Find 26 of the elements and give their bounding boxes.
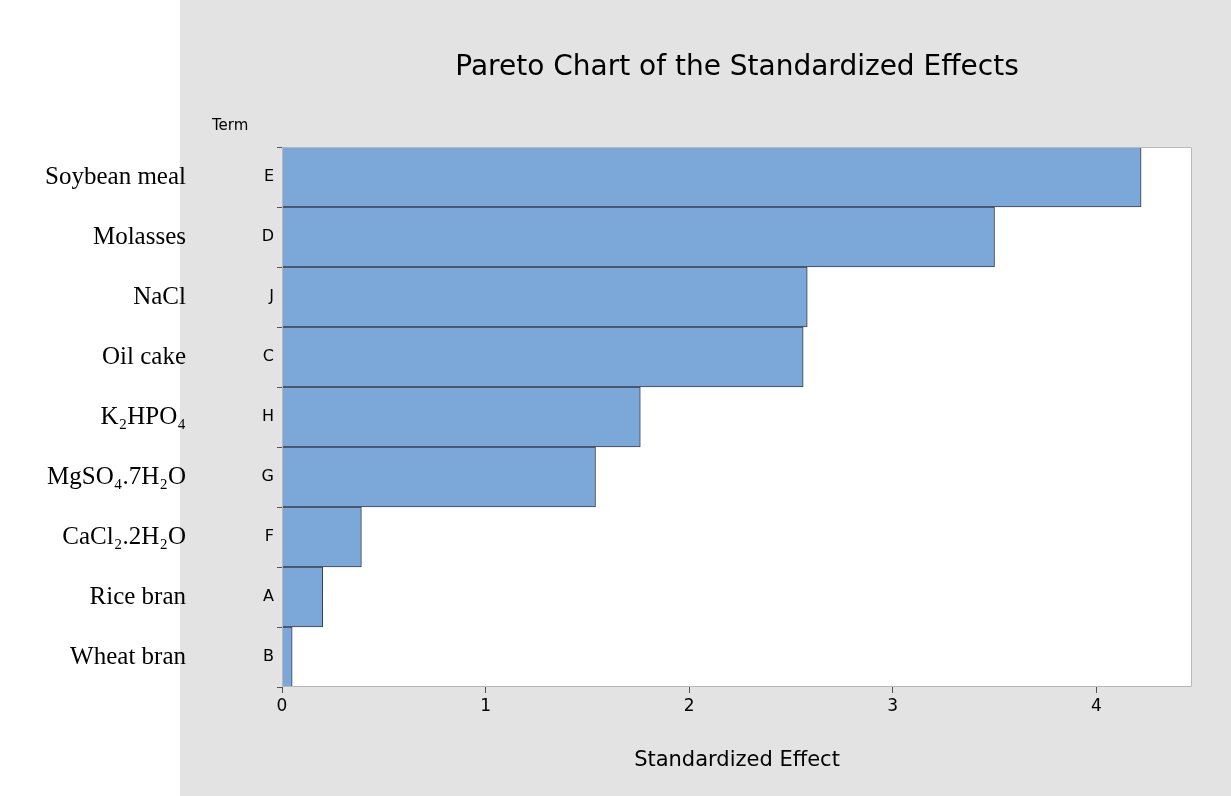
y-tick-label: D xyxy=(261,226,274,246)
y-tick-label: H xyxy=(261,406,274,426)
text: Oil cake xyxy=(102,341,186,369)
y-axis-title: Term xyxy=(211,115,249,134)
y-tick-label: J xyxy=(268,286,274,306)
text: MgSO₄.7H₂O xyxy=(47,461,186,489)
text: Rice bran xyxy=(89,581,187,609)
x-tick-label: 1 xyxy=(480,694,491,715)
text: CaCl₂.2H₂O xyxy=(62,521,186,549)
y-tick-label: E xyxy=(263,166,274,186)
text: Soybean meal xyxy=(45,161,187,189)
x-tick-label: 2 xyxy=(683,694,695,715)
x-axis-title: Standardized Effect xyxy=(634,746,840,771)
y-tick-label: A xyxy=(263,586,275,606)
x-tick-label: 4 xyxy=(1090,694,1102,715)
x-tick-label: 0 xyxy=(276,694,288,715)
y-tick-label: F xyxy=(264,526,274,546)
chart-title: Pareto Chart of the Standardized Effects xyxy=(455,49,1019,83)
y-tick-label: G xyxy=(261,466,274,486)
y-tick-label: B xyxy=(263,646,274,666)
y-tick-label: C xyxy=(262,346,274,366)
text: K₂HPO₄ xyxy=(100,401,186,429)
x-tick-label: 3 xyxy=(887,694,899,715)
text: Molasses xyxy=(92,221,186,249)
text: NaCl xyxy=(133,281,187,309)
text: Wheat bran xyxy=(70,641,187,669)
